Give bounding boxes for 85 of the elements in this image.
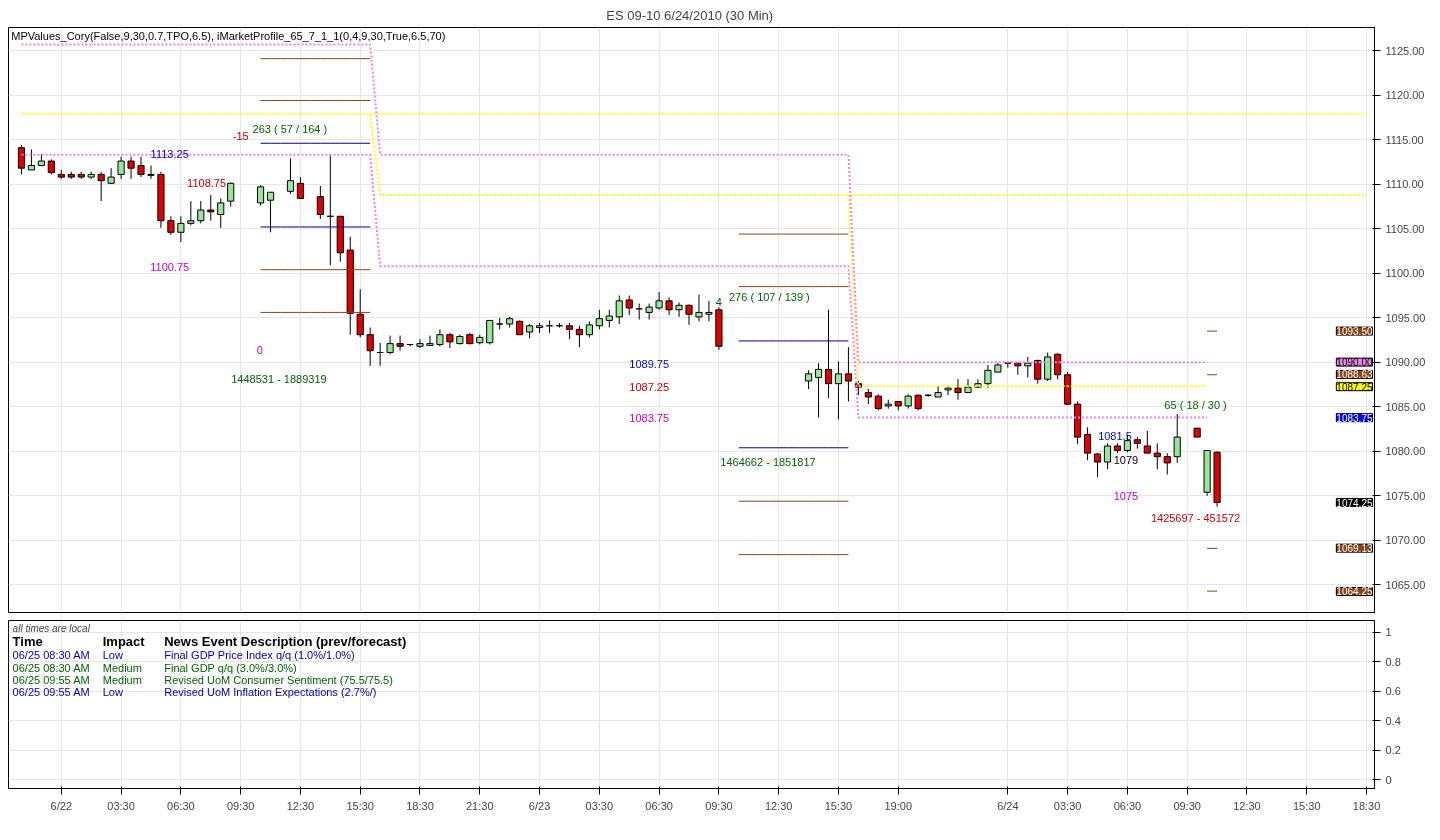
x-tick-label: 6/23 [528, 799, 551, 812]
annotation: 06/25 08:30 AM [12, 649, 90, 662]
x-tick-label: 06:30 [167, 799, 195, 812]
x-tick-label: 18:30 [406, 799, 434, 812]
y-tick-label: 1 [1385, 626, 1392, 639]
x-tick-label: 15:30 [1292, 799, 1321, 812]
annotation: all times are local [12, 622, 91, 634]
annotation: Time [12, 634, 43, 649]
annotation: 06/25 09:55 AM [12, 686, 90, 699]
annotation: 1464662 - 1851817 [720, 456, 816, 469]
annotation: Final GDP Price Index q/q (1.0%/1.0%) [164, 649, 355, 662]
y-tick-label: 1065.00 [1385, 578, 1426, 591]
y-tick-label: 1075.00 [1385, 489, 1426, 502]
x-tick-label: 6/22 [50, 799, 73, 812]
annotation: 1075 [1113, 490, 1139, 503]
annotation: 1069.13 [1336, 543, 1373, 555]
x-tick-label: 15:30 [346, 799, 374, 812]
annotation: Revised UoM Consumer Sentiment (75.5/75.5) [164, 673, 393, 686]
annotation: MPValues_Cory(False,9,30,0.7,TPO,6.5), iMarketProfile_65_7_1_1(0,4,9,30,True,6.5,70) [11, 29, 446, 42]
x-tick-label: 19:00 [884, 799, 913, 812]
y-tick-label: 0.4 [1385, 714, 1401, 727]
annotation: -15 [232, 130, 249, 143]
annotation: 1100.75 [150, 260, 190, 273]
y-tick-label: 0.8 [1385, 655, 1401, 668]
y-tick-label: 0.6 [1385, 685, 1401, 698]
x-tick-label: 6/24 [997, 799, 1019, 812]
annotation: Medium [102, 673, 142, 686]
annotation: 1113.25 [150, 147, 189, 160]
x-tick-label: 12:30 [286, 799, 315, 812]
annotation: 0 [256, 343, 263, 356]
annotation: 1090.00 [1336, 357, 1373, 369]
annotation: 1079 [1113, 454, 1139, 467]
annotation: 06/25 08:30 AM [12, 661, 90, 674]
y-tick-label: 1125.00 [1385, 44, 1425, 57]
x-tick-label: 18:30 [1352, 799, 1381, 812]
annotation: Low [102, 686, 123, 699]
annotation: 1087.25 [1336, 381, 1373, 393]
x-tick-label: 06:30 [1113, 799, 1142, 812]
annotation: Revised UoM Inflation Expectations (2.7%/) [164, 686, 377, 699]
annotation: 1087.25 [629, 381, 670, 394]
annotation: Final GDP q/q (3.0%/3.0%) [164, 661, 297, 674]
annotation: News Event Description (prev/forecast) [164, 634, 407, 649]
annotation: 1425697 - 451572 [1150, 512, 1241, 525]
y-tick-label: 1115.00 [1385, 133, 1424, 146]
annotation: 1108.75 [187, 176, 227, 189]
y-tick-label: 1095.00 [1385, 311, 1426, 324]
x-tick-label: 09:30 [1173, 799, 1201, 812]
x-tick-label: 15:30 [824, 799, 853, 812]
y-tick-label: 0.2 [1385, 744, 1401, 757]
annotation: 06/25 09:55 AM [12, 673, 90, 686]
annotation: Low [102, 649, 123, 662]
annotation: 263 ( 57 / 164 ) [252, 123, 328, 136]
annotation: 1074.25 [1336, 497, 1373, 509]
x-tick-label: 12:30 [1233, 799, 1261, 812]
x-tick-label: 21:30 [466, 799, 494, 812]
x-tick-label: 12:30 [764, 799, 793, 812]
annotation: Impact [102, 634, 146, 649]
annotation: 1448531 - 1889319 [231, 373, 327, 386]
annotation: 1081.5 [1098, 430, 1132, 443]
x-tick-label: 09:30 [705, 799, 733, 812]
annotation: 65 ( 18 / 30 ) [1164, 398, 1227, 411]
y-tick-label: 1120.00 [1385, 89, 1425, 102]
x-tick-label: 06:30 [645, 799, 673, 812]
y-tick-label: 1080.00 [1385, 445, 1426, 458]
chart-title: ES 09-10 6/24/2010 (30 Min) [606, 7, 774, 23]
y-tick-label: 0 [1385, 773, 1392, 786]
y-tick-label: 1105.00 [1385, 222, 1425, 235]
x-tick-label: 03:30 [585, 799, 614, 812]
y-tick-label: 1100.00 [1385, 267, 1425, 280]
annotation: 1083.75 [1336, 412, 1373, 424]
annotation: 1083.75 [629, 411, 670, 424]
annotation: 1089.75 [629, 357, 670, 370]
y-tick-label: 1110.00 [1385, 178, 1424, 191]
x-tick-label: 03:30 [1053, 799, 1082, 812]
x-tick-label: 09:30 [226, 799, 255, 812]
annotation: 1088.63 [1336, 369, 1373, 381]
annotation: 276 ( 107 / 139 ) [729, 290, 810, 303]
annotation: 1093.50 [1336, 326, 1373, 338]
y-tick-label: 1070.00 [1385, 534, 1426, 547]
annotation: 1064.25 [1336, 586, 1373, 598]
y-tick-label: 1090.00 [1385, 356, 1426, 369]
y-tick-label: 1085.00 [1385, 400, 1426, 413]
annotation: 4 [715, 296, 722, 309]
annotation: Medium [102, 661, 142, 674]
x-tick-label: 03:30 [107, 799, 135, 812]
